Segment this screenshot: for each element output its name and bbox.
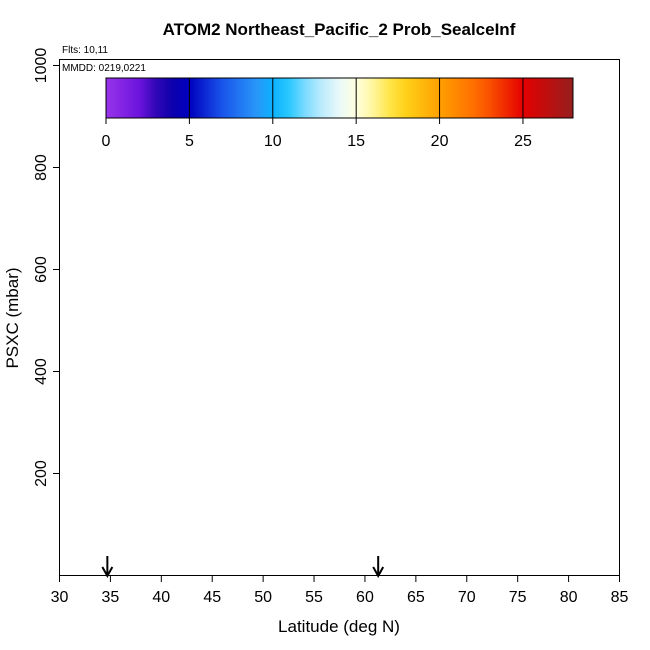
flight-point	[405, 317, 415, 327]
flight-point	[425, 301, 435, 311]
flight-point	[484, 351, 494, 361]
x-tick-label: 40	[152, 589, 170, 606]
flight-point	[256, 63, 266, 73]
flight-point	[108, 451, 118, 461]
flight-point	[491, 265, 501, 274]
x-tick-label: 75	[509, 589, 527, 606]
flight-point	[503, 332, 512, 342]
chart-title: ATOM2 Northeast_Pacific_2 Prob_SealceInf	[163, 20, 516, 39]
flight-point	[501, 424, 511, 434]
flight-point	[361, 377, 371, 387]
flight-point	[208, 287, 218, 297]
x-tick-label: 55	[305, 589, 323, 606]
colorbar-tick-label: 5	[185, 133, 194, 150]
flight-point	[468, 174, 478, 184]
colorbar-tick-label: 15	[347, 133, 365, 150]
flight-point	[195, 430, 205, 440]
flight-point	[303, 303, 313, 313]
flight-point	[242, 296, 252, 306]
colorbar: 0 5 10 15 20 25	[102, 77, 574, 150]
flight-point	[136, 470, 146, 480]
x-tick-label: 30	[51, 589, 69, 606]
flight-point	[164, 293, 174, 303]
y-axis: 200 400 600 800 1000	[33, 48, 60, 487]
y-tick-label: 600	[33, 256, 50, 283]
colorbar-tick-label: 20	[431, 133, 449, 150]
flight-point	[496, 424, 506, 434]
flight-point	[125, 464, 135, 474]
colorbar-ticks: 0 5 10 15 20 25	[102, 78, 532, 150]
y-axis-label: PSXC (mbar)	[3, 267, 22, 368]
flight-point	[223, 424, 232, 434]
y-tick-label: 800	[33, 154, 50, 181]
flight-point	[533, 443, 543, 453]
flight-point	[523, 295, 533, 305]
colorbar-gradient	[106, 78, 573, 118]
x-tick-label: 80	[560, 589, 578, 606]
colorbar-tick-label: 0	[102, 133, 111, 150]
x-tick-label: 85	[611, 589, 629, 606]
colorbar-tick-label: 25	[514, 133, 532, 150]
flight-points	[108, 61, 572, 480]
plot-frame	[59, 59, 620, 576]
flight-point	[440, 459, 450, 469]
flight-point	[161, 61, 171, 70]
colorbar-frame	[105, 77, 574, 119]
date-annotation: MMDD: 0219,0221	[62, 63, 146, 74]
flights-annotation: Flts: 10,11	[62, 45, 108, 56]
flight-point	[500, 448, 510, 458]
flight-point	[157, 352, 167, 362]
flight-point	[281, 448, 291, 458]
flight-point	[466, 156, 476, 166]
x-axis-label: Latitude (deg N)	[278, 617, 400, 636]
flight-point	[472, 378, 482, 388]
x-tick-label: 65	[407, 589, 425, 606]
x-tick-label: 60	[356, 589, 374, 606]
flight-point	[478, 286, 488, 296]
flight-point	[329, 287, 339, 297]
flight-point	[199, 63, 209, 73]
flight-point	[266, 300, 276, 310]
flight-point	[562, 334, 572, 344]
colorbar-tick-label: 10	[264, 133, 282, 150]
x-tick-label: 45	[203, 589, 221, 606]
flight-point	[346, 436, 356, 446]
x-tick-label: 35	[102, 589, 120, 606]
flight-point	[149, 470, 159, 480]
x-axis: 30 35 40 45 50 55 60 65 70 75 80 85	[51, 575, 629, 606]
x-tick-label: 50	[254, 589, 272, 606]
y-tick-label: 1000	[33, 48, 50, 84]
y-tick-label: 200	[33, 460, 50, 487]
y-tick-label: 400	[33, 358, 50, 385]
surface-markers	[101, 556, 385, 579]
flight-point	[543, 443, 553, 453]
x-tick-label: 70	[458, 589, 476, 606]
flight-point	[188, 310, 198, 320]
flight-point	[395, 396, 405, 406]
